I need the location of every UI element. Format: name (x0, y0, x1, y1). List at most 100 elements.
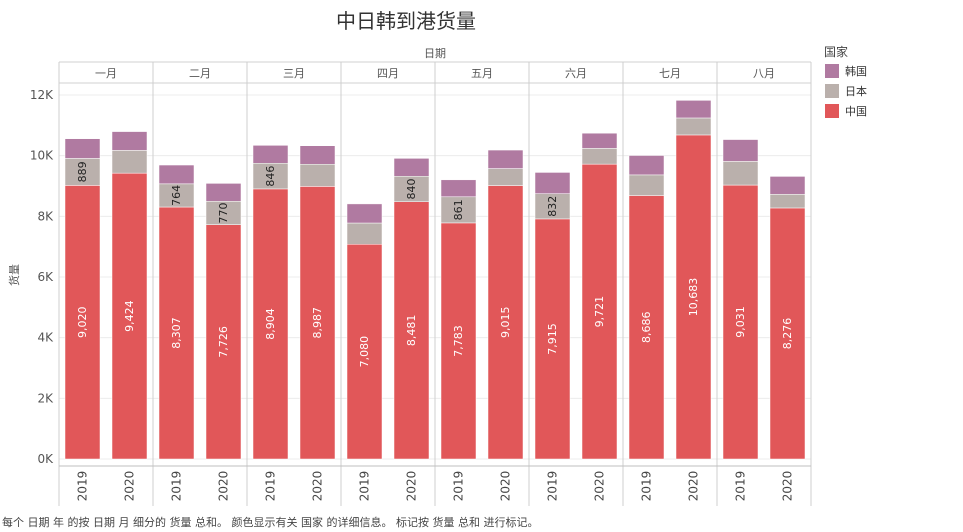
bar-segment-韩国 (205, 183, 242, 202)
bar-segment-日本 (393, 176, 430, 202)
y-tick-label: 2K (37, 391, 54, 405)
bar-segment-韩国 (440, 179, 477, 198)
footnote: 每个 日期 年 的按 日期 月 细分的 货量 总和。 颜色显示有关 国家 的详细… (2, 515, 538, 529)
bar-segment-中国 (299, 186, 336, 460)
bar-segment-日本 (299, 164, 336, 187)
x-year-label: 2019 (734, 471, 748, 502)
bar-segment-中国 (769, 207, 806, 460)
data-label: 9,031 (734, 306, 747, 338)
legend-label: 日本 (845, 84, 867, 98)
bar-segment-日本 (675, 117, 712, 136)
data-label: 8,686 (640, 312, 653, 344)
data-label: 770 (217, 202, 230, 223)
x-year-label: 2019 (640, 471, 654, 502)
data-label: 8,481 (405, 315, 418, 347)
bar-segment-韩国 (628, 155, 665, 176)
x-year-label: 2020 (499, 471, 513, 502)
bar-segment-中国 (205, 224, 242, 460)
bar-segment-韩国 (158, 164, 195, 185)
data-label: 8,904 (264, 308, 277, 340)
bar-segment-日本 (628, 174, 665, 196)
data-label: 8,276 (781, 318, 794, 350)
bar-segment-中国 (675, 134, 712, 460)
bar-segment-韩国 (675, 100, 712, 119)
data-label: 9,020 (76, 306, 89, 338)
data-label: 9,721 (593, 296, 606, 328)
bar-segment-韩国 (64, 138, 101, 159)
bar-segment-中国 (440, 222, 477, 460)
bar-segment-中国 (487, 185, 524, 460)
data-label: 840 (405, 179, 418, 200)
data-label: 764 (170, 185, 183, 206)
bar-segment-韩国 (346, 203, 383, 224)
x-year-label: 2020 (311, 471, 325, 502)
bar-segment-韩国 (393, 158, 430, 177)
data-label: 7,915 (546, 323, 559, 355)
bar-segment-日本 (534, 193, 571, 220)
month-header: 三月 (283, 67, 305, 80)
bar-segment-韩国 (252, 145, 289, 164)
column-header-date: 日期 (424, 47, 446, 60)
x-year-label: 2020 (405, 471, 419, 502)
bar-segment-日本 (769, 194, 806, 209)
bars (64, 100, 806, 460)
data-label: 9,015 (499, 307, 512, 339)
x-year-label: 2019 (76, 471, 90, 502)
axes: 0K 2K 4K 6K 8K 10K 12K 2019 2020 2019 2020 2019 2020… (30, 88, 811, 501)
chart-title: 中日韩到港货量 (336, 9, 476, 33)
data-label: 832 (546, 196, 559, 217)
data-label: 846 (264, 166, 277, 187)
data-label: 7,080 (358, 336, 371, 368)
data-label: 7,783 (452, 325, 465, 357)
y-tick-label: 4K (37, 331, 54, 345)
x-year-label: 2020 (593, 471, 607, 502)
y-axis-title: 货量 (7, 264, 21, 286)
data-label: 7,726 (217, 326, 230, 358)
x-year-label: 2019 (452, 471, 466, 502)
x-year-label: 2019 (546, 471, 560, 502)
y-tick-label: 10K (30, 149, 54, 163)
bar-segment-日本 (111, 150, 148, 174)
bar-segment-中国 (628, 195, 665, 460)
bar-segment-日本 (64, 158, 101, 186)
month-header: 二月 (189, 67, 211, 80)
legend-swatch (825, 104, 839, 118)
bar-segment-中国 (581, 163, 618, 460)
bar-segment-日本 (346, 222, 383, 245)
y-tick-label: 6K (37, 270, 54, 284)
x-year-label: 2020 (123, 471, 137, 502)
legend-label: 中国 (845, 105, 867, 118)
month-panels: 一月 二月 三月 四月 五月 六月 七月 八月 (58, 61, 812, 506)
bar-segment-中国 (64, 185, 101, 460)
x-year-label: 2019 (170, 471, 184, 502)
data-label: 861 (452, 199, 465, 220)
data-label: 8,307 (170, 317, 183, 349)
data-labels: 9,020 889 9,424 8,307 764 7,726 770 8,904 846 8,9… (76, 161, 794, 367)
y-tick-label: 8K (37, 209, 54, 223)
x-year-label: 2020 (781, 471, 795, 502)
bar-segment-韩国 (534, 172, 571, 194)
data-label: 10,683 (687, 278, 700, 317)
bar-segment-韩国 (581, 132, 618, 149)
bar-segment-日本 (722, 161, 759, 186)
x-year-label: 2019 (264, 471, 278, 502)
month-header: 四月 (377, 67, 399, 80)
legend-swatch (825, 84, 839, 98)
bar-segment-韩国 (111, 131, 148, 151)
legend-swatch (825, 64, 839, 78)
month-header: 一月 (95, 67, 117, 80)
bar-segment-中国 (534, 218, 571, 460)
x-year-label: 2020 (217, 471, 231, 502)
legend-label: 韩国 (845, 64, 867, 78)
bar-segment-日本 (487, 168, 524, 186)
bar-segment-中国 (346, 243, 383, 460)
bar-segment-韩国 (769, 176, 806, 195)
legend-title: 国家 (824, 44, 848, 59)
data-label: 8,987 (311, 307, 324, 339)
x-year-label: 2019 (358, 471, 372, 502)
month-header: 六月 (565, 67, 587, 80)
bar-segment-韩国 (722, 139, 759, 162)
bar-segment-中国 (393, 201, 430, 460)
